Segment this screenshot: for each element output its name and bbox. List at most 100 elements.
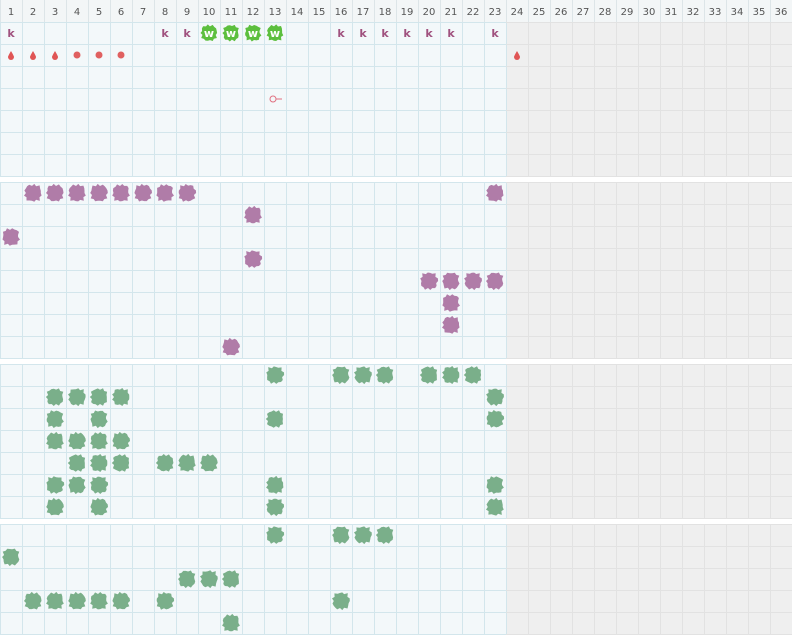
note-blob[interactable] (46, 183, 64, 202)
note-blob[interactable] (486, 410, 505, 428)
column-number: 18 (379, 7, 392, 18)
column-number: 12 (247, 7, 260, 18)
note-blob[interactable] (486, 388, 504, 407)
marker-letter: k (183, 27, 191, 40)
note-blob[interactable] (178, 570, 196, 589)
note-blob[interactable] (68, 591, 86, 610)
note-blob[interactable] (155, 454, 174, 472)
note-blob[interactable] (134, 183, 152, 202)
note-blob[interactable] (266, 526, 285, 544)
note-blob[interactable] (222, 613, 240, 632)
note-blob[interactable] (90, 454, 108, 472)
note-blob[interactable] (486, 272, 504, 291)
note-blob[interactable] (178, 453, 196, 472)
note-blob[interactable] (46, 476, 65, 494)
note-blob[interactable] (90, 497, 108, 516)
note-blob[interactable] (156, 184, 174, 202)
marker-letter: k (7, 27, 15, 40)
column-number: 27 (577, 7, 590, 18)
drop-icon (8, 51, 14, 60)
note-blob[interactable] (90, 183, 108, 202)
column-number: 11 (225, 7, 238, 18)
badge-letter: w (226, 27, 236, 40)
note-blob[interactable] (45, 388, 64, 406)
note-blob[interactable] (332, 366, 350, 385)
note-blob[interactable] (442, 315, 460, 334)
column-number: 23 (489, 7, 502, 18)
note-blob[interactable] (46, 497, 64, 516)
note-blob[interactable] (90, 432, 108, 450)
column-number: 13 (269, 7, 282, 18)
note-blob[interactable] (266, 475, 284, 494)
note-blob[interactable] (486, 476, 504, 494)
note-blob[interactable] (221, 570, 240, 588)
note-blob[interactable] (89, 388, 108, 406)
note-blob[interactable] (68, 431, 86, 450)
note-blob[interactable] (90, 410, 108, 429)
note-blob[interactable] (265, 410, 283, 428)
note-blob[interactable] (266, 366, 285, 384)
note-blob[interactable] (178, 184, 197, 202)
note-blob[interactable] (244, 205, 262, 224)
column-number: 17 (357, 7, 370, 18)
note-blob[interactable] (112, 431, 130, 450)
note-blob[interactable] (442, 366, 460, 384)
note-blob[interactable] (244, 250, 263, 268)
note-blob[interactable] (68, 388, 86, 407)
note-blob[interactable] (442, 272, 460, 291)
section-bg (0, 22, 506, 176)
note-blob[interactable] (24, 183, 42, 202)
dot-icon (117, 51, 125, 59)
note-blob[interactable] (222, 337, 240, 356)
note-blob[interactable] (375, 366, 394, 384)
note-blob[interactable] (419, 366, 438, 384)
note-blob[interactable] (464, 272, 482, 291)
column-number: 8 (162, 7, 168, 18)
note-blob[interactable] (463, 366, 482, 384)
note-blob[interactable] (67, 454, 86, 472)
marker-letter: k (447, 27, 455, 40)
note-blob[interactable] (46, 431, 64, 450)
note-blob[interactable] (112, 184, 130, 202)
note-blob[interactable] (354, 366, 372, 385)
section-inactive-bg (506, 22, 792, 176)
note-blob[interactable] (486, 183, 504, 202)
note-blob[interactable] (354, 526, 372, 545)
note-blob[interactable] (111, 454, 130, 472)
note-blob[interactable] (46, 591, 64, 610)
column-number: 34 (731, 7, 744, 18)
column-number: 20 (423, 7, 436, 18)
drop-icon (30, 51, 36, 60)
marker-letter: k (491, 27, 499, 40)
dot-icon (73, 51, 81, 59)
badge-letter: w (248, 27, 258, 40)
note-blob[interactable] (266, 498, 284, 517)
note-blob[interactable] (332, 526, 350, 545)
note-blob[interactable] (200, 570, 218, 589)
note-blob[interactable] (2, 548, 20, 567)
column-number: 26 (555, 7, 568, 18)
note-blob[interactable] (90, 476, 109, 494)
note-blob[interactable] (156, 592, 175, 610)
note-blob[interactable] (442, 294, 460, 312)
marker-letter: k (161, 27, 169, 40)
note-blob[interactable] (332, 592, 350, 611)
note-blob[interactable] (486, 497, 504, 516)
note-blob[interactable] (375, 526, 394, 544)
column-number: 9 (184, 7, 190, 18)
note-blob[interactable] (420, 272, 439, 291)
marker-letter: k (425, 27, 433, 40)
note-blob[interactable] (46, 410, 64, 428)
column-number: 32 (687, 7, 700, 18)
note-blob[interactable] (112, 591, 130, 610)
note-blob[interactable] (68, 183, 86, 202)
note-blob[interactable] (200, 453, 218, 472)
note-blob[interactable] (90, 592, 108, 610)
column-number: 21 (445, 7, 458, 18)
note-blob[interactable] (24, 591, 42, 610)
note-blob[interactable] (2, 228, 21, 246)
note-blob[interactable] (68, 476, 86, 495)
note-blob[interactable] (112, 388, 130, 406)
column-number: 16 (335, 7, 348, 18)
